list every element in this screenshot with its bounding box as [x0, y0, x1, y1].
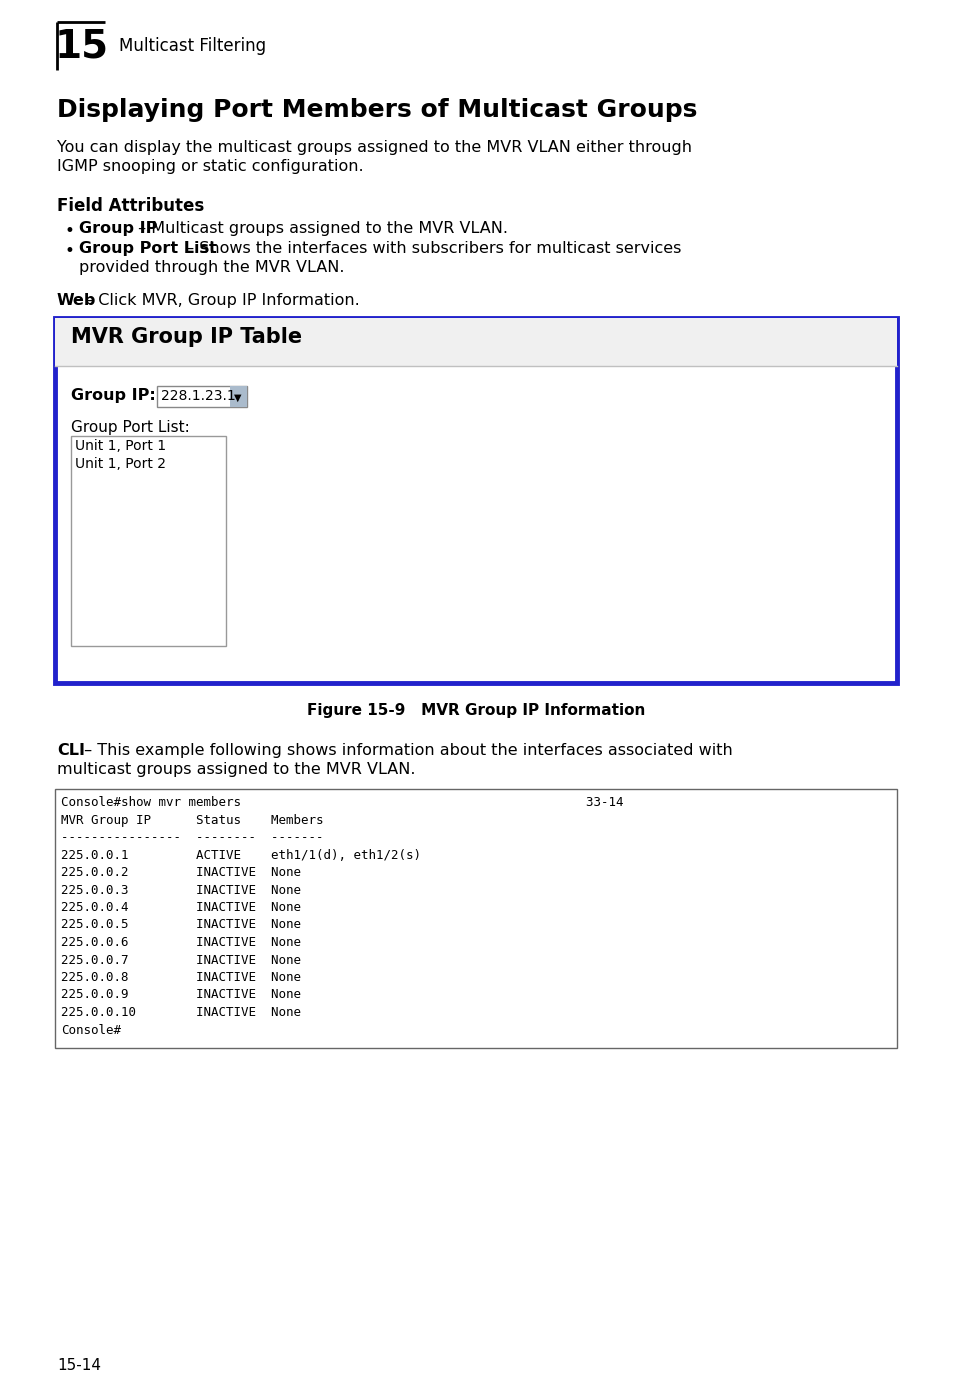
- Text: Console#: Console#: [61, 1023, 121, 1037]
- Text: IGMP snooping or static configuration.: IGMP snooping or static configuration.: [57, 160, 363, 174]
- FancyBboxPatch shape: [230, 386, 247, 407]
- Text: – Click MVR, Group IP Information.: – Click MVR, Group IP Information.: [80, 293, 360, 308]
- Text: MVR Group IP      Status    Members: MVR Group IP Status Members: [61, 813, 323, 826]
- Text: Console#show mvr members                                              33-14: Console#show mvr members 33-14: [61, 795, 623, 809]
- Text: 225.0.0.2         INACTIVE  None: 225.0.0.2 INACTIVE None: [61, 866, 301, 879]
- Text: 225.0.0.3         INACTIVE  None: 225.0.0.3 INACTIVE None: [61, 884, 301, 897]
- Text: You can display the multicast groups assigned to the MVR VLAN either through: You can display the multicast groups ass…: [57, 140, 691, 155]
- Text: Multicast Filtering: Multicast Filtering: [119, 37, 266, 56]
- Text: 228.1.23.1: 228.1.23.1: [161, 389, 235, 403]
- Text: 225.0.0.4         INACTIVE  None: 225.0.0.4 INACTIVE None: [61, 901, 301, 915]
- Text: 15: 15: [55, 26, 109, 65]
- FancyBboxPatch shape: [157, 386, 247, 407]
- FancyBboxPatch shape: [71, 436, 226, 645]
- Text: Unit 1, Port 2: Unit 1, Port 2: [75, 457, 166, 471]
- Text: Displaying Port Members of Multicast Groups: Displaying Port Members of Multicast Gro…: [57, 99, 697, 122]
- Text: •: •: [65, 222, 74, 240]
- Text: MVR Group IP Table: MVR Group IP Table: [71, 328, 302, 347]
- Text: Group IP: Group IP: [79, 221, 157, 236]
- Text: ----------------  --------  -------: ---------------- -------- -------: [61, 831, 323, 844]
- Text: – Multicast groups assigned to the MVR VLAN.: – Multicast groups assigned to the MVR V…: [133, 221, 508, 236]
- Text: provided through the MVR VLAN.: provided through the MVR VLAN.: [79, 260, 344, 275]
- Text: 15-14: 15-14: [57, 1357, 101, 1373]
- Text: •: •: [65, 242, 74, 260]
- Text: CLI: CLI: [57, 743, 85, 758]
- Text: 225.0.0.8         INACTIVE  None: 225.0.0.8 INACTIVE None: [61, 972, 301, 984]
- Text: multicast groups assigned to the MVR VLAN.: multicast groups assigned to the MVR VLA…: [57, 762, 416, 777]
- Text: 225.0.0.7         INACTIVE  None: 225.0.0.7 INACTIVE None: [61, 954, 301, 966]
- Text: Group Port List:: Group Port List:: [71, 421, 190, 434]
- Text: ▼: ▼: [234, 393, 241, 403]
- Text: Field Attributes: Field Attributes: [57, 197, 204, 215]
- Text: Unit 1, Port 1: Unit 1, Port 1: [75, 439, 166, 452]
- Text: 225.0.0.5         INACTIVE  None: 225.0.0.5 INACTIVE None: [61, 919, 301, 931]
- Text: Group IP:: Group IP:: [71, 389, 155, 403]
- Text: – This example following shows information about the interfaces associated with: – This example following shows informati…: [79, 743, 733, 758]
- Text: Web: Web: [57, 293, 96, 308]
- FancyBboxPatch shape: [55, 318, 896, 683]
- Text: Group Port List: Group Port List: [79, 242, 216, 255]
- Text: 225.0.0.9         INACTIVE  None: 225.0.0.9 INACTIVE None: [61, 988, 301, 1002]
- FancyBboxPatch shape: [55, 788, 896, 1048]
- Text: Figure 15-9   MVR Group IP Information: Figure 15-9 MVR Group IP Information: [307, 702, 644, 718]
- Text: 225.0.0.1         ACTIVE    eth1/1(d), eth1/2(s): 225.0.0.1 ACTIVE eth1/1(d), eth1/2(s): [61, 848, 420, 862]
- FancyBboxPatch shape: [55, 318, 896, 366]
- Text: 225.0.0.10        INACTIVE  None: 225.0.0.10 INACTIVE None: [61, 1006, 301, 1019]
- Text: – Shows the interfaces with subscribers for multicast services: – Shows the interfaces with subscribers …: [181, 242, 680, 255]
- Text: 225.0.0.6         INACTIVE  None: 225.0.0.6 INACTIVE None: [61, 936, 301, 949]
